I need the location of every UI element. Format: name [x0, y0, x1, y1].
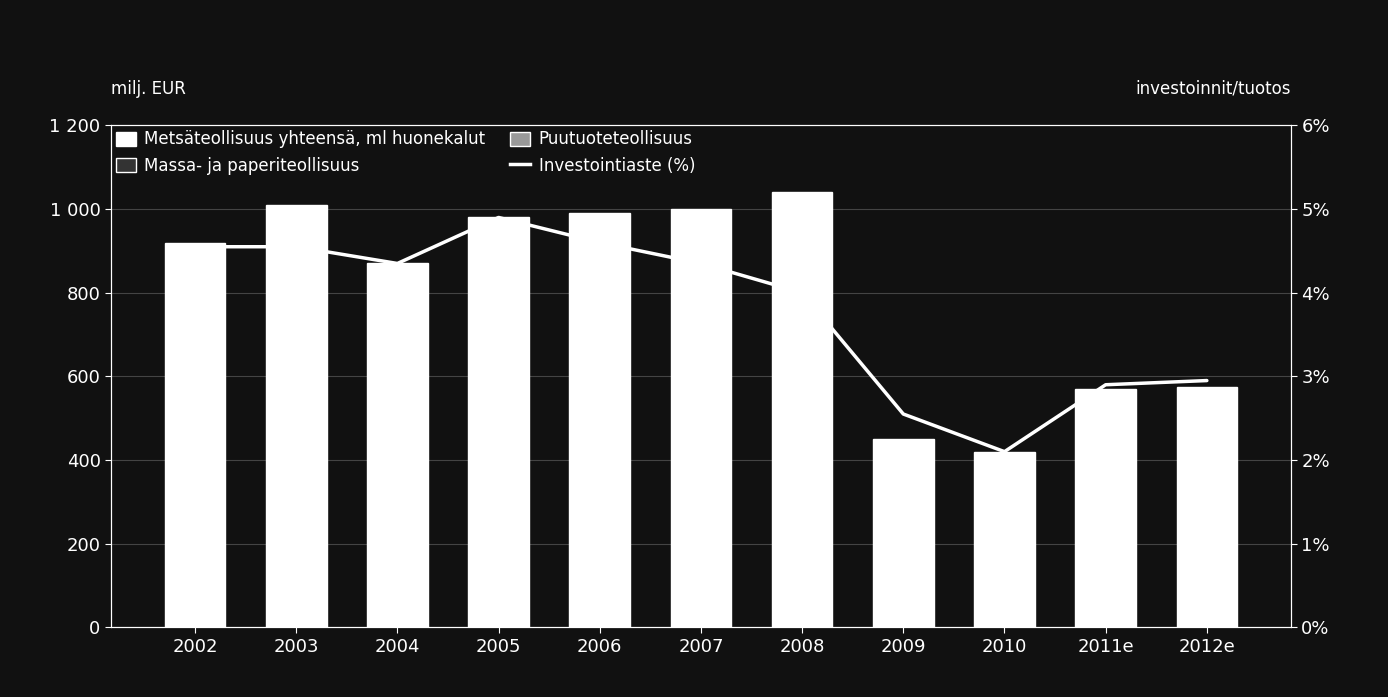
Bar: [366, 263, 428, 627]
Legend: Metsäteollisuus yhteensä, ml huonekalut, Massa- ja paperiteollisuus, Puutuoteteo: Metsäteollisuus yhteensä, ml huonekalut,…: [111, 125, 701, 180]
Text: investoinnit/tuotos: investoinnit/tuotos: [1135, 80, 1291, 98]
Bar: [974, 452, 1035, 627]
Bar: [1076, 389, 1135, 627]
Bar: [266, 205, 326, 627]
Bar: [772, 192, 833, 627]
Bar: [569, 213, 630, 627]
Bar: [670, 209, 731, 627]
Bar: [873, 439, 934, 627]
Bar: [165, 243, 225, 627]
Bar: [468, 217, 529, 627]
Bar: [1177, 387, 1237, 627]
Text: milj. EUR: milj. EUR: [111, 80, 186, 98]
